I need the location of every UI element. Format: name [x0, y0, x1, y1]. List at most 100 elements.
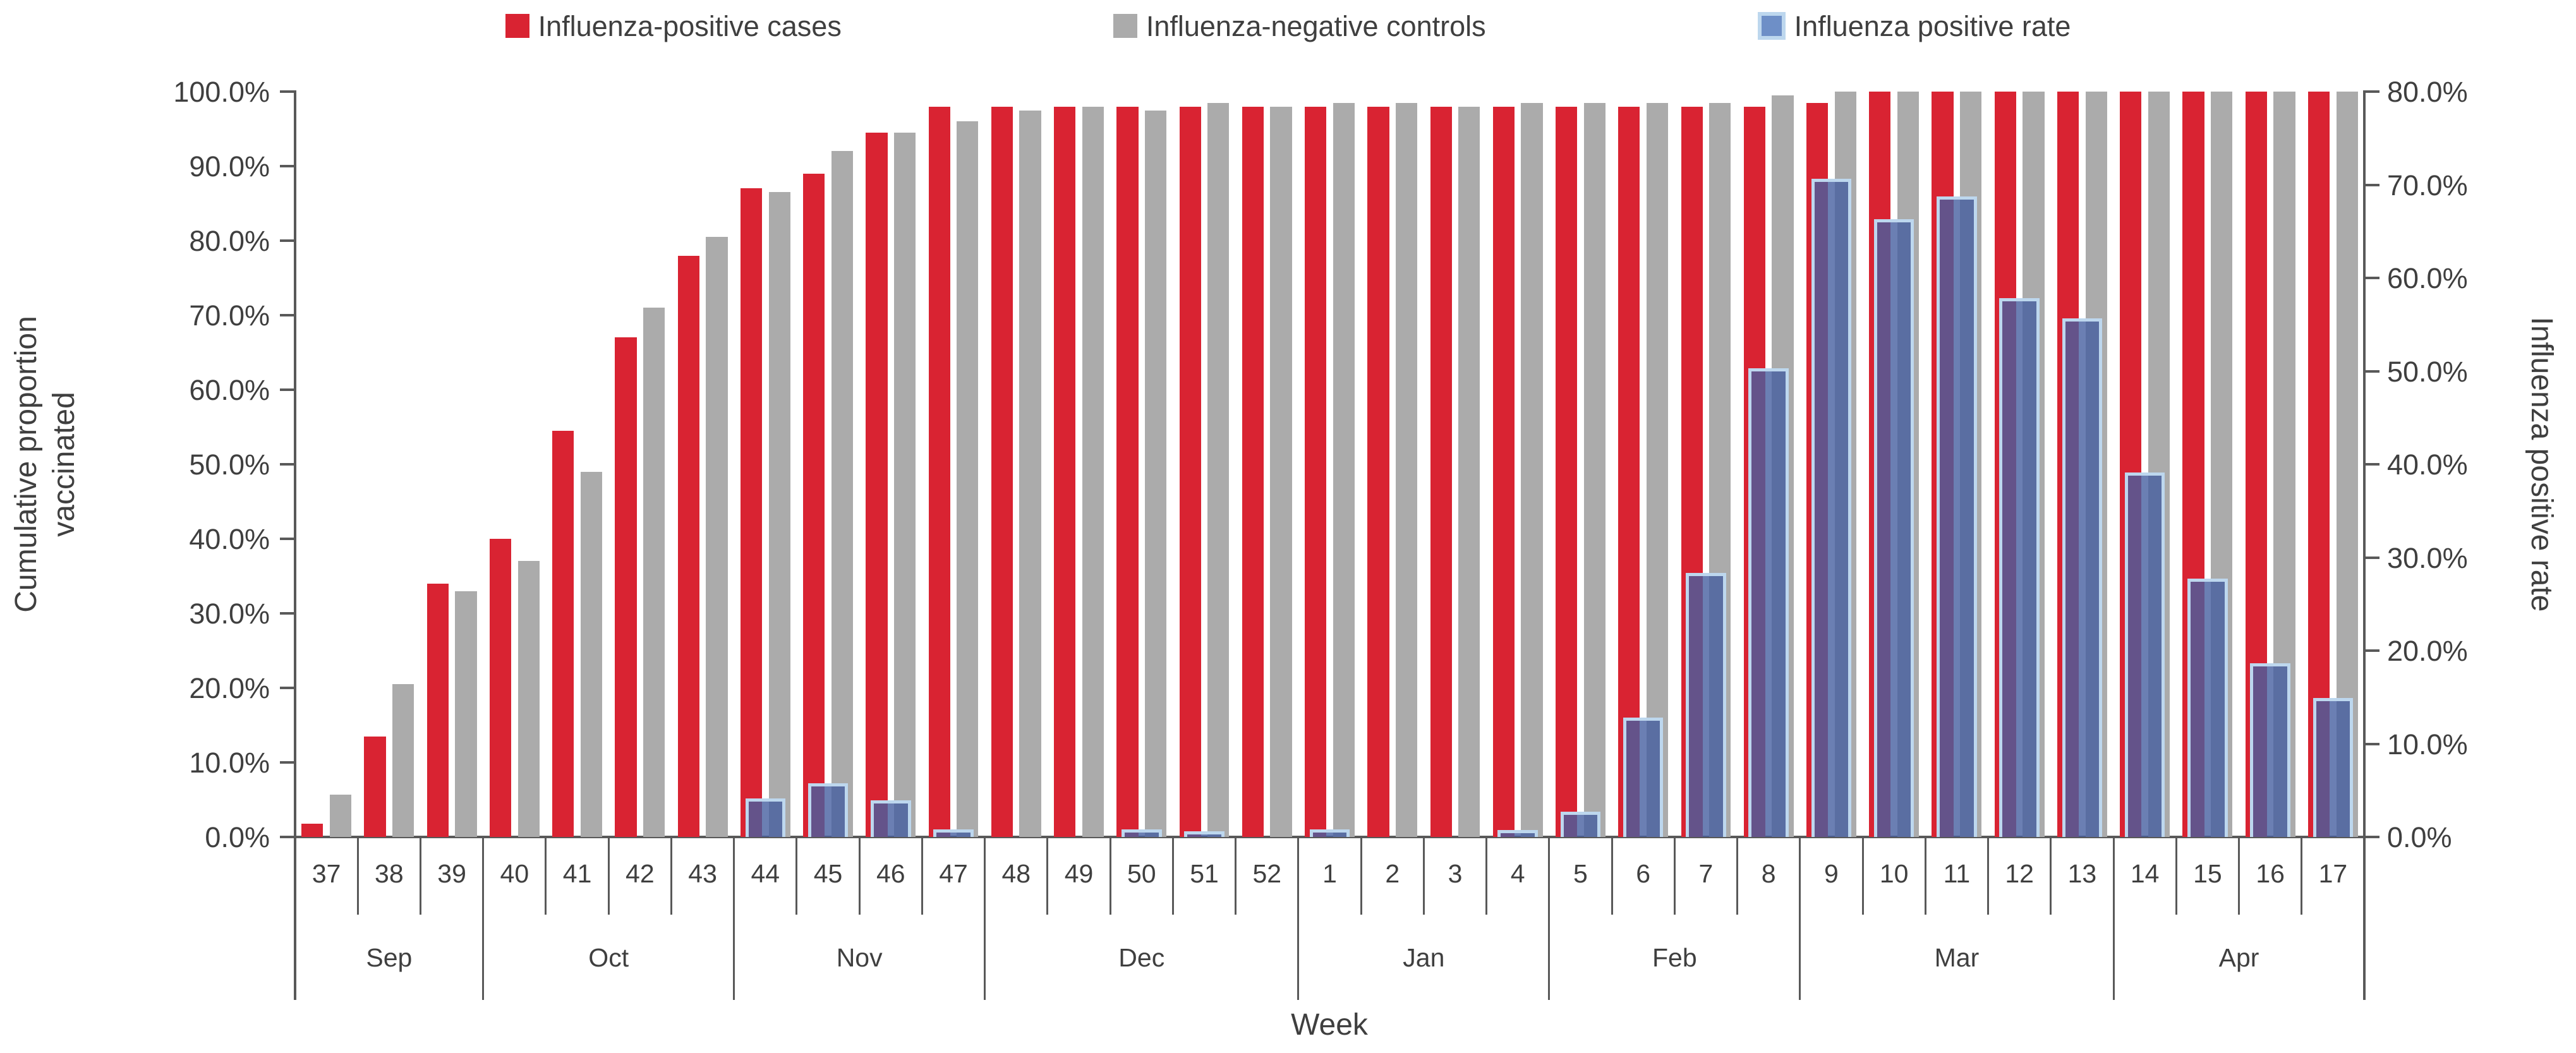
left-tick-label: 60.0% [189, 374, 270, 406]
bar-influenza-negative-controls [643, 308, 665, 837]
week-label: 5 [1573, 859, 1588, 888]
week-label: 4 [1510, 859, 1525, 888]
bar-influenza-positive-rate [1999, 298, 2040, 837]
left-axis-title: Cumulative proportion vaccinated [8, 316, 83, 613]
week-label: 43 [688, 859, 717, 888]
week-label: 50 [1127, 859, 1156, 888]
left-axis-tick [280, 165, 295, 167]
week-separator [1861, 837, 1864, 915]
week-label: 46 [876, 859, 905, 888]
legend-label: Influenza-negative controls [1146, 9, 1486, 42]
legend-item-positive-cases: Influenza-positive cases [505, 12, 842, 40]
right-tick-label: 0.0% [2387, 821, 2452, 853]
right-axis-tick [2364, 836, 2379, 838]
bar-influenza-positive-cases [364, 736, 386, 837]
week-label: 49 [1064, 859, 1094, 888]
right-axis-tick [2364, 556, 2379, 559]
month-label: Sep [366, 943, 413, 972]
week-separator [356, 837, 359, 915]
bar-influenza-negative-controls [1144, 110, 1167, 837]
bar-influenza-negative-controls [957, 121, 979, 837]
bar-influenza-positive-rate [1560, 811, 1601, 837]
bar-influenza-positive-cases [615, 337, 637, 837]
bar-influenza-positive-cases [740, 188, 763, 837]
bar-influenza-negative-controls [1270, 106, 1292, 837]
month-label: Feb [1652, 943, 1697, 972]
bar-influenza-negative-controls [455, 591, 477, 837]
week-label: 17 [2318, 859, 2348, 888]
bar-influenza-negative-controls [517, 561, 540, 837]
right-axis-tick [2364, 370, 2379, 373]
week-separator [795, 837, 798, 915]
week-separator [1360, 837, 1362, 915]
bar-influenza-positive-rate [2124, 472, 2165, 837]
bar-influenza-positive-cases [1556, 106, 1578, 837]
bar-influenza-positive-rate [1873, 219, 1914, 837]
bar-influenza-positive-cases [1430, 106, 1452, 837]
bar-influenza-positive-cases [1367, 106, 1389, 837]
bar-influenza-positive-cases [1179, 106, 1201, 837]
left-axis-title-line1: Cumulative proportion [9, 316, 43, 613]
week-label: 11 [1943, 859, 1971, 888]
week-label: 8 [1761, 859, 1776, 888]
left-tick-label: 30.0% [189, 598, 270, 630]
left-tick-label: 80.0% [189, 225, 270, 257]
month-label: Apr [2218, 943, 2259, 972]
bar-influenza-positive-cases [991, 106, 1013, 837]
bar-influenza-positive-cases [552, 430, 574, 837]
month-separator [1799, 837, 1801, 1000]
left-tick-label: 40.0% [189, 523, 270, 555]
left-tick-label: 10.0% [189, 747, 270, 779]
bar-influenza-negative-controls [580, 471, 603, 837]
week-separator [419, 837, 421, 915]
right-axis-tick [2364, 183, 2379, 186]
week-label: 44 [751, 859, 780, 888]
right-axis-tick [2364, 277, 2379, 279]
week-label: 48 [1001, 859, 1031, 888]
week-label: 45 [813, 859, 843, 888]
bar-influenza-positive-rate [1309, 829, 1350, 837]
bar-influenza-negative-controls [768, 192, 790, 837]
week-label: 15 [2193, 859, 2222, 888]
bar-influenza-positive-cases [489, 539, 512, 837]
left-tick-label: 90.0% [189, 150, 270, 183]
week-separator [1109, 837, 1111, 915]
legend-swatch-negative-controls-icon [1113, 14, 1137, 38]
month-separator [1297, 837, 1300, 1000]
left-axis-tick [280, 836, 295, 838]
right-tick-label: 50.0% [2387, 355, 2468, 388]
bar-influenza-positive-cases [866, 132, 888, 837]
month-separator [2112, 837, 2115, 1000]
bar-influenza-positive-rate [1748, 368, 1789, 837]
left-axis-tick [280, 612, 295, 615]
left-axis-line [294, 90, 296, 1000]
bar-influenza-negative-controls [1207, 102, 1230, 837]
right-tick-label: 30.0% [2387, 541, 2468, 574]
week-label: 2 [1385, 859, 1400, 888]
bar-influenza-negative-controls [1395, 102, 1418, 837]
month-label: Jan [1403, 943, 1445, 972]
right-axis-line [2363, 90, 2366, 1000]
week-separator [858, 837, 861, 915]
week-separator [1235, 837, 1237, 915]
week-label: 47 [939, 859, 968, 888]
left-axis-title-line2: vaccinated [47, 392, 81, 537]
bar-influenza-positive-rate [933, 829, 974, 837]
legend-item-positive-rate: Influenza positive rate [1757, 12, 2071, 40]
bar-influenza-negative-controls [831, 151, 853, 837]
month-separator [984, 837, 986, 1000]
left-axis-tick [280, 314, 295, 316]
week-separator [921, 837, 923, 915]
right-axis-tick [2364, 463, 2379, 466]
week-separator [545, 837, 547, 915]
bar-influenza-positive-rate [1623, 717, 1664, 837]
legend-item-negative-controls: Influenza-negative controls [1113, 12, 1486, 40]
week-label: 3 [1448, 859, 1463, 888]
week-separator [1046, 837, 1049, 915]
bar-influenza-positive-rate [2187, 578, 2228, 837]
left-tick-label: 70.0% [189, 299, 270, 332]
left-tick-label: 20.0% [189, 672, 270, 704]
bar-influenza-negative-controls [1333, 102, 1355, 837]
bar-influenza-positive-rate [871, 800, 911, 837]
